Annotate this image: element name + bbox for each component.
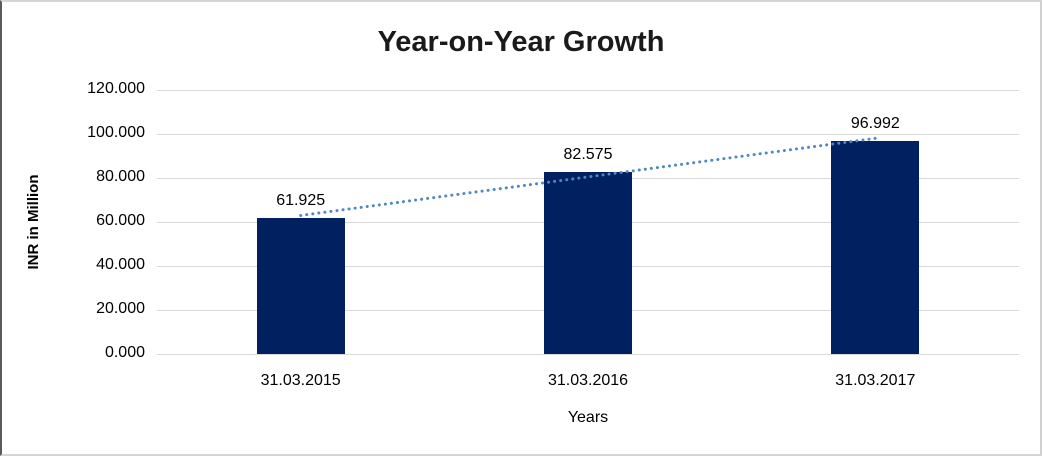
trendline: [299, 136, 877, 217]
x-tick-label: 31.03.2016: [547, 372, 629, 389]
x-axis-title: Years: [567, 409, 609, 426]
y-tick-label: 20.000: [96, 300, 145, 317]
bar-value-label: 96.992: [850, 114, 900, 132]
y-tick-label: 120.000: [87, 80, 145, 97]
bar-31.03.2015: [256, 217, 345, 354]
plot-area: 61.925 82.575 96.992: [157, 89, 1019, 355]
y-tick-label: 40.000: [96, 256, 145, 273]
gridline: [157, 89, 1019, 91]
bar-31.03.2017: [831, 140, 920, 354]
bar-31.03.2016: [544, 172, 632, 354]
gridline: [157, 353, 1019, 355]
y-tick-label: 0.000: [104, 344, 145, 361]
bar-value-label: 82.575: [563, 146, 613, 164]
x-tick-label: 31.03.2017: [835, 372, 916, 389]
x-tick-label: 31.03.2015: [260, 372, 341, 389]
y-tick-label: 100.000: [87, 124, 145, 141]
bar-value-label: 61.925: [276, 191, 326, 209]
y-tick-label: 60.000: [96, 212, 145, 229]
chart-title: Year-on-Year Growth: [377, 26, 665, 58]
gridline: [157, 133, 1019, 135]
y-tick-label: 80.000: [96, 168, 145, 185]
